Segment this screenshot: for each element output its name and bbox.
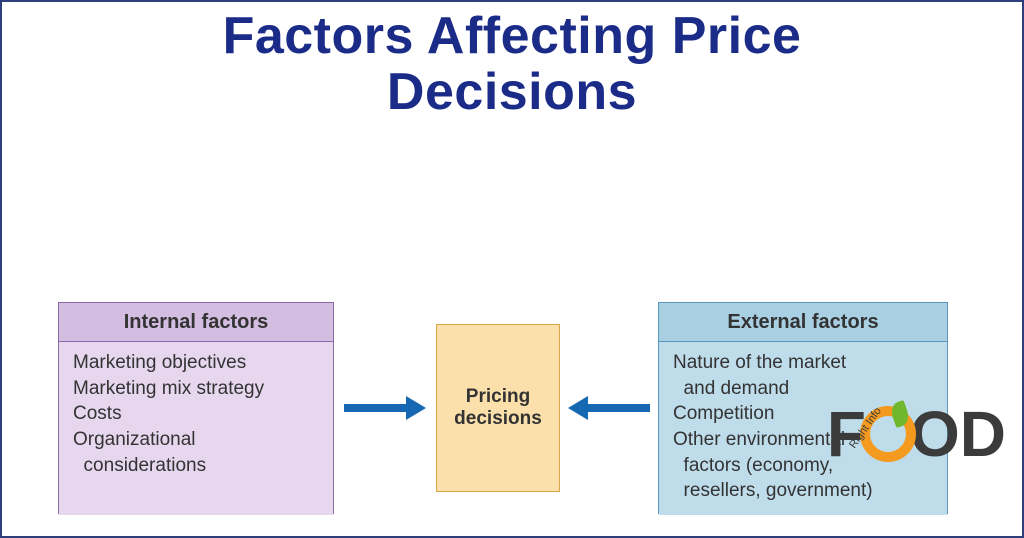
factor-item: Competition bbox=[673, 401, 933, 427]
factor-item: Other environmental bbox=[673, 427, 933, 453]
external-factors-box: External factors Nature of the market an… bbox=[658, 302, 948, 514]
internal-factors-body: Marketing objectivesMarketing mix strate… bbox=[59, 342, 333, 515]
factor-item: Organizational bbox=[73, 427, 319, 453]
factor-item: resellers, government) bbox=[673, 478, 933, 504]
arrow-internal-to-center bbox=[344, 396, 426, 420]
slide-frame: Factors Affecting Price Decisions Intern… bbox=[0, 0, 1024, 538]
factor-item: Marketing mix strategy bbox=[73, 376, 319, 402]
title-line-1: Factors Affecting Price bbox=[223, 7, 802, 65]
arrow-shaft bbox=[344, 404, 406, 412]
factor-item: considerations bbox=[73, 453, 319, 479]
diagram-area: Internal factors Marketing objectivesMar… bbox=[2, 302, 1022, 522]
pricing-decisions-box: Pricing decisions bbox=[436, 324, 560, 492]
arrow-head-left-icon bbox=[568, 396, 588, 420]
external-factors-header: External factors bbox=[659, 303, 947, 342]
arrow-shaft bbox=[588, 404, 650, 412]
factor-item: Marketing objectives bbox=[73, 350, 319, 376]
internal-factors-box: Internal factors Marketing objectivesMar… bbox=[58, 302, 334, 514]
external-factors-body: Nature of the market and demandCompetiti… bbox=[659, 342, 947, 515]
slide-title: Factors Affecting Price Decisions bbox=[2, 8, 1022, 120]
external-factors-header-text: External factors bbox=[727, 311, 878, 333]
factor-item: Costs bbox=[73, 401, 319, 427]
factor-item: Nature of the market bbox=[673, 350, 933, 376]
pricing-label-line1: Pricing bbox=[466, 386, 530, 407]
pricing-decisions-label: Pricing decisions bbox=[454, 386, 542, 430]
internal-factors-header: Internal factors bbox=[59, 303, 333, 342]
internal-factors-header-text: Internal factors bbox=[124, 311, 268, 333]
arrow-head-right-icon bbox=[406, 396, 426, 420]
title-line-2: Decisions bbox=[387, 63, 637, 121]
factor-item: and demand bbox=[673, 376, 933, 402]
factor-item: factors (economy, bbox=[673, 453, 933, 479]
pricing-label-line2: decisions bbox=[454, 408, 542, 429]
arrow-external-to-center bbox=[568, 396, 650, 420]
